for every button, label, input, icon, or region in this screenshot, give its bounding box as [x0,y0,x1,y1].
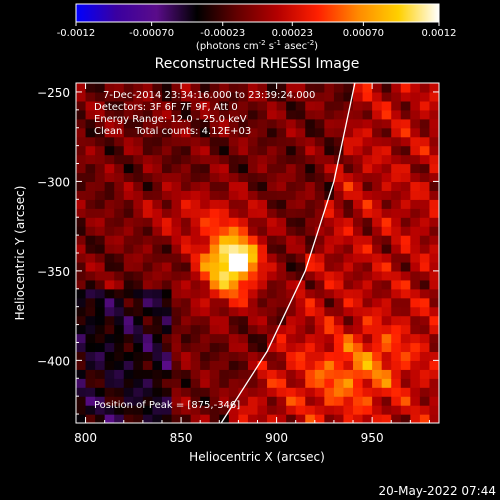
colorbar-tick-label: 0.0012 [422,28,457,39]
annotation-block: 7-Dec-2014 23:34:16.000 to 23:39:24.000 … [94,90,315,137]
x-tick-label: 850 [170,431,193,445]
colorbar: -0.0012 -0.00070 -0.00023 0.00023 0.00070 0.0… [57,3,457,52]
y-tick-label: −400 [37,354,70,368]
y-tick-label: −350 [37,265,70,279]
chart-title: Reconstructed RHESSI Image [155,56,360,72]
colorbar-tick-label: 0.00070 [343,28,384,39]
annotation-detectors: Detectors: 3F 6F 7F 9F, Att 0 [94,102,238,113]
peak-position-label: Position of Peak = [875,-346] [94,400,240,411]
axis-ticks: 800 850 900 950 −250 −300 −350 −400 [37,83,439,445]
y-tick-label: −250 [37,86,70,100]
x-tick-label: 800 [74,431,97,445]
heatmap-image [76,83,439,423]
timestamp: 20-May-2022 07:44 [379,484,496,498]
colorbar-tick-label: -0.0012 [57,28,96,39]
y-axis-label: Heliocentric Y (arcsec) [13,186,27,321]
annotation-time-range: 7-Dec-2014 23:34:16.000 to 23:39:24.000 [103,90,315,101]
y-tick-label: −300 [37,175,70,189]
colorbar-ticks: -0.0012 -0.00070 -0.00023 0.00023 0.00070 0.0… [57,22,457,39]
solar-limb-curve [220,83,356,423]
colorbar-strip [75,3,440,23]
colorbar-tick-label: -0.00023 [200,28,245,39]
colorbar-tick-label: -0.00070 [129,28,174,39]
x-tick-label: 950 [361,431,384,445]
annotation-energy-range: Energy Range: 12.0 - 25.0 keV [94,114,247,125]
annotation-clean-counts: Clean Total counts: 4.12E+03 [94,126,251,137]
x-tick-label: 900 [265,431,288,445]
x-axis-label: Heliocentric X (arcsec) [189,450,325,464]
colorbar-unit-label: (photons cm-2 s-1 asec-2) [196,39,318,52]
colorbar-tick-label: 0.00023 [272,28,313,39]
